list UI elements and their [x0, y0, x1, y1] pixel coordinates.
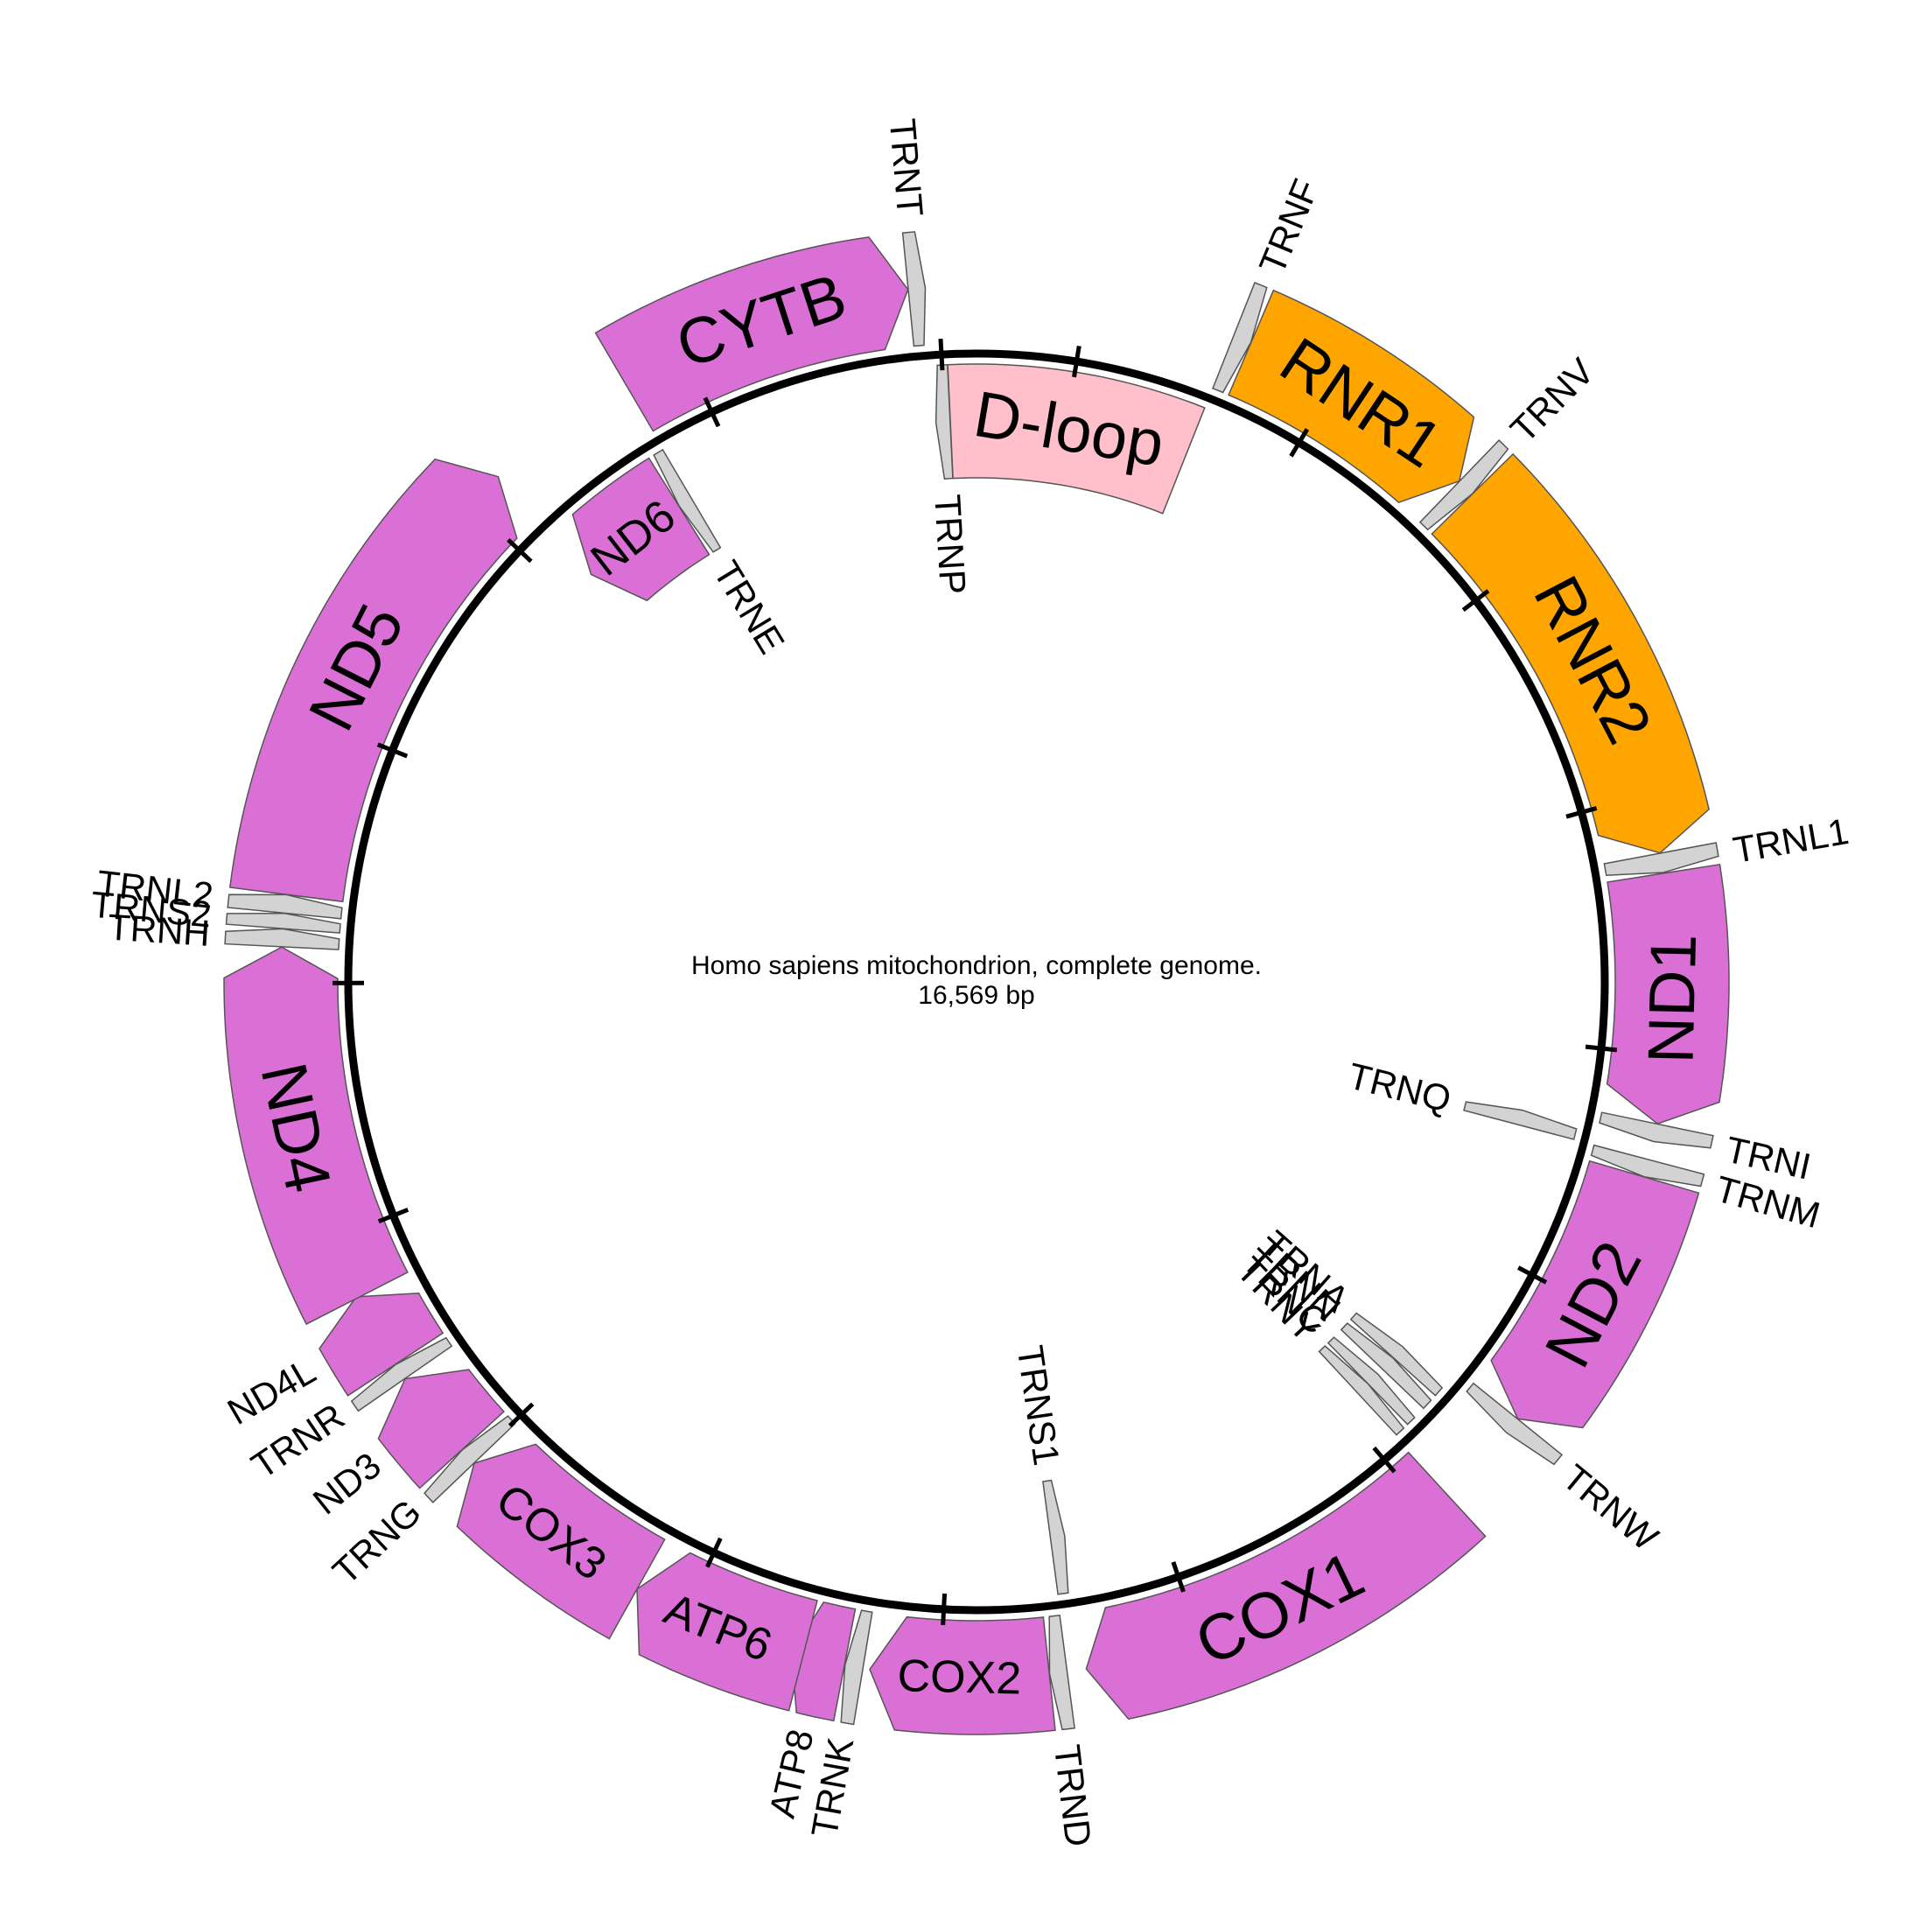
feature-trnl2 — [227, 893, 343, 920]
feature-trni — [1599, 1111, 1714, 1149]
feature-trnm — [1590, 1144, 1705, 1188]
feature-rnr1 — [1228, 289, 1475, 504]
feature-nd5 — [228, 458, 518, 903]
feature-cox2 — [869, 1615, 1056, 1735]
tick-mark — [508, 1402, 535, 1427]
label-nd1: ND1 — [1634, 933, 1711, 1064]
label-trnw: TRNW — [1555, 1456, 1666, 1559]
feature-nd1 — [1606, 863, 1730, 1125]
feature-trnd — [1048, 1614, 1075, 1731]
label-trns1: TRNS1 — [1010, 1342, 1068, 1468]
label-trne: TRNE — [705, 554, 793, 661]
tick-mark — [1517, 1265, 1548, 1285]
tick-mark — [1372, 1446, 1396, 1474]
label-nd3: ND3 — [305, 1445, 388, 1523]
feature-nd4 — [223, 946, 409, 1326]
tick-mark — [507, 537, 533, 564]
feature-trns2 — [225, 912, 341, 934]
tick-mark — [941, 1593, 948, 1626]
feature-nd4l — [318, 1293, 444, 1397]
tick-mark — [938, 339, 945, 371]
feature-trna — [1349, 1312, 1444, 1397]
feature-trnn — [1340, 1322, 1432, 1410]
tick-mark — [1461, 589, 1490, 613]
feature-trnk — [840, 1609, 873, 1726]
label-trnq: TRNQ — [1344, 1055, 1455, 1119]
label-trnp: TRNP — [927, 494, 974, 596]
label-trnt: TRNT — [882, 117, 931, 219]
feature-trne — [653, 448, 722, 553]
feature-trnw — [1466, 1382, 1564, 1466]
tick-mark — [703, 396, 721, 428]
feature-trnv — [1418, 439, 1509, 531]
feature-cox3 — [456, 1443, 666, 1640]
feature-trns1 — [1042, 1479, 1069, 1595]
label-cox2: COX2 — [897, 1650, 1022, 1704]
feature-trny — [1318, 1344, 1405, 1436]
feature-nd3 — [377, 1369, 505, 1489]
tick-mark — [1289, 428, 1310, 458]
tick-mark — [1171, 1561, 1186, 1593]
tick-mark — [705, 1537, 723, 1568]
feature-cytb — [594, 236, 909, 432]
feature-atp6 — [636, 1552, 818, 1712]
label-trnh: TRNH — [107, 907, 211, 954]
feature-d-loop — [947, 363, 1206, 515]
label-trnl1: TRNL1 — [1730, 810, 1852, 871]
feature-nd6 — [571, 457, 710, 602]
tick-mark — [1585, 1044, 1618, 1053]
label-trnv: TRNV — [1502, 350, 1602, 450]
label-trnf: TRNF — [1251, 173, 1326, 279]
tick-marks — [332, 339, 1618, 1626]
genome-title: Homo sapiens mitochondrion, complete gen… — [691, 951, 1262, 980]
feature-rnr2 — [1431, 452, 1710, 854]
feature-nd2 — [1490, 1160, 1700, 1429]
tick-mark — [377, 1208, 410, 1224]
tick-mark — [1565, 806, 1598, 819]
tick-mark — [1072, 346, 1082, 378]
feature-trnh — [224, 928, 340, 950]
feature-trnq — [1463, 1101, 1578, 1140]
label-trnd: TRND — [1046, 1742, 1099, 1848]
feature-trnf — [1212, 282, 1268, 394]
feature-trnl1 — [1603, 842, 1719, 876]
tick-mark — [376, 742, 409, 759]
genome-length: 16,569 bp — [918, 981, 1034, 1010]
feature-trnc — [1326, 1336, 1416, 1426]
feature-cox1 — [1085, 1451, 1487, 1720]
feature-trnr — [350, 1336, 453, 1412]
features-layer — [223, 231, 1730, 1735]
feature-trnt — [901, 231, 927, 347]
